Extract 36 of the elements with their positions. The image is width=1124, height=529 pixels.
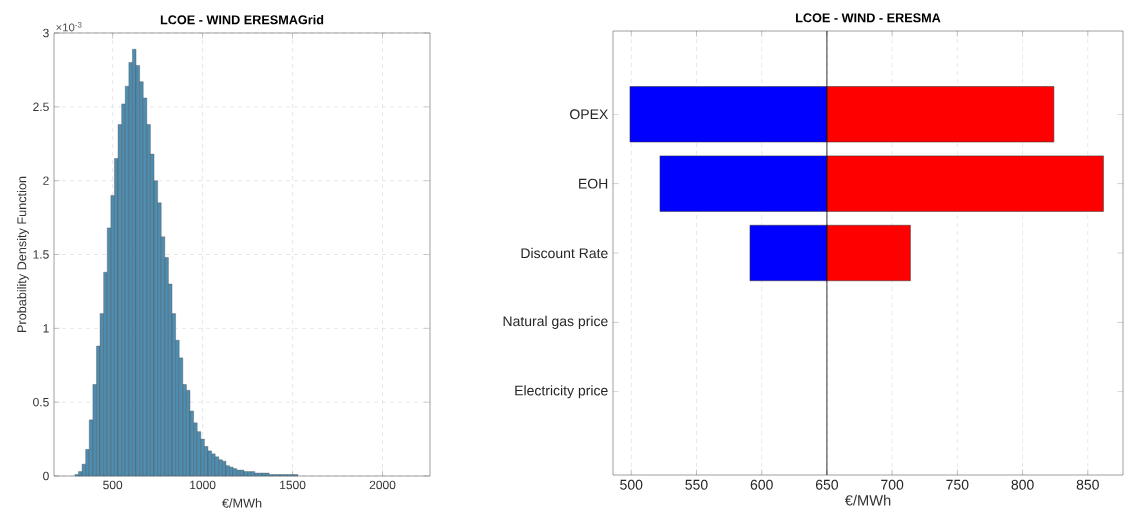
x-tick-label: 800 bbox=[1011, 479, 1034, 490]
y-tick-label: 2 bbox=[43, 176, 49, 185]
y-tick-label: Discount Rate bbox=[521, 247, 608, 259]
bar bbox=[826, 224, 911, 282]
y-tick-label: 3 bbox=[43, 28, 49, 38]
y-tick-label: 1.5 bbox=[33, 250, 49, 259]
text: ×10$^{-3}$ bbox=[56, 21, 82, 32]
x-axis-title: €/MWh bbox=[844, 494, 891, 506]
y-tick-label: OPEX bbox=[570, 109, 608, 120]
bar bbox=[826, 155, 1104, 212]
x-tick-label: 1000 bbox=[190, 480, 216, 490]
x-tick-label: 550 bbox=[685, 479, 708, 490]
y-tick-label: Electricity price bbox=[515, 385, 608, 399]
bar bbox=[629, 86, 828, 143]
y-tick-label: 2.5 bbox=[33, 102, 49, 112]
x-tick-label: 650 bbox=[815, 479, 839, 490]
x-tick-label: 750 bbox=[946, 479, 969, 490]
bar bbox=[826, 86, 1055, 143]
y-tick-label: EOH bbox=[579, 178, 608, 189]
x-axis-title: €/MWh bbox=[222, 498, 262, 508]
y-tick-label: 1 bbox=[43, 324, 49, 333]
x-tick-label: 2000 bbox=[369, 480, 396, 490]
y-tick-label: 0.5 bbox=[33, 397, 49, 407]
y-axis-title: Probability Density Function bbox=[16, 176, 29, 332]
chart-title: LCOE - WIND ERESMAGrid bbox=[160, 14, 324, 25]
bar bbox=[659, 155, 828, 212]
x-tick-label: 500 bbox=[620, 479, 643, 490]
x-tick-label: 500 bbox=[103, 480, 123, 490]
x-tick-label: 1500 bbox=[280, 480, 306, 490]
x-tick-label: 600 bbox=[750, 479, 773, 490]
chart-title: LCOE - WIND - ERESMA bbox=[796, 13, 941, 23]
x-tick-label: 700 bbox=[881, 479, 904, 490]
y-tick-label: Natural gas price bbox=[503, 315, 608, 329]
bar bbox=[749, 224, 828, 282]
x-tick-label: 850 bbox=[1076, 479, 1099, 490]
y-tick-label: 0 bbox=[43, 471, 49, 481]
